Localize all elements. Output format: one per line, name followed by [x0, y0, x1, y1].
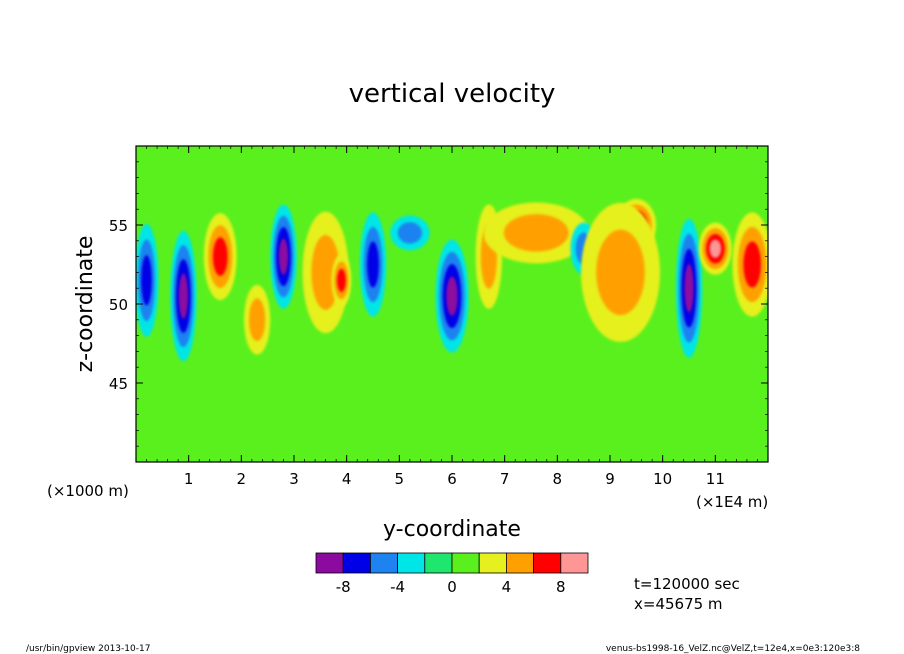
contour-cell [709, 239, 722, 258]
colorbar-swatch [451, 552, 480, 574]
x-tick-label: 6 [447, 470, 457, 488]
contour-cell [596, 229, 645, 316]
x-tick-label: 7 [500, 470, 510, 488]
colorbar-swatch [342, 552, 371, 574]
contour-cell [684, 264, 694, 313]
colorbar-swatch [397, 552, 426, 574]
footer-left: /usr/bin/gpview 2013-10-17 [26, 644, 150, 654]
contour-cell [278, 238, 289, 275]
colorbar-swatch [560, 552, 589, 574]
x-axis-label: y-coordinate [383, 517, 521, 542]
x-tick-label: 11 [706, 470, 725, 488]
contour-cell [141, 255, 152, 306]
colorbar-tick-label: -8 [336, 578, 351, 596]
y-tick-label: 45 [109, 375, 128, 393]
x-tick-label: 8 [553, 470, 563, 488]
contour-cell [212, 237, 228, 276]
contour-cell [178, 273, 188, 319]
colorbar-tick-label: 4 [502, 578, 512, 596]
contour-cell [337, 268, 346, 292]
velocity-field [136, 146, 768, 462]
colorbar-swatch [369, 552, 398, 574]
colorbar-swatch [478, 552, 507, 574]
x-tick-label: 10 [653, 470, 672, 488]
colorbar-swatch [533, 552, 562, 574]
y-tick-label: 50 [109, 296, 128, 314]
colorbar-tick-label: -4 [390, 578, 405, 596]
colorbar-tick-label: 8 [556, 578, 566, 596]
colorbar-swatch [315, 552, 344, 574]
contour-cell [743, 241, 761, 288]
x-tick-label: 2 [237, 470, 247, 488]
x-unit-right: (×1E4 m) [696, 493, 768, 511]
y-tick-label: 55 [109, 217, 128, 235]
contour-cell [397, 222, 423, 244]
colorbar-tick-label: 0 [447, 578, 457, 596]
x-tick-label: 3 [289, 470, 299, 488]
contour-cell [503, 214, 569, 252]
contour-cell [249, 298, 266, 342]
chart-title: vertical velocity [349, 79, 556, 109]
contour-cell [446, 276, 458, 316]
colorbar-swatch [424, 552, 453, 574]
y-axis-label: z-coordinate [73, 236, 98, 373]
x-tick-label: 4 [342, 470, 352, 488]
x-tick-label: 9 [605, 470, 615, 488]
x-tick-label: 5 [395, 470, 405, 488]
colorbar: -8 -4 0 4 8 [315, 552, 589, 596]
colorbar-swatch [505, 552, 534, 574]
position-annotation: x=45675 m [634, 595, 723, 613]
contour-cell [367, 241, 379, 288]
x-tick-label: 1 [184, 470, 194, 488]
x-unit-left: (×1000 m) [47, 482, 129, 500]
footer-right: venus-bs1998-16_VelZ.nc@VelZ,t=12e4,x=0e… [606, 644, 860, 654]
time-annotation: t=120000 sec [634, 575, 740, 593]
